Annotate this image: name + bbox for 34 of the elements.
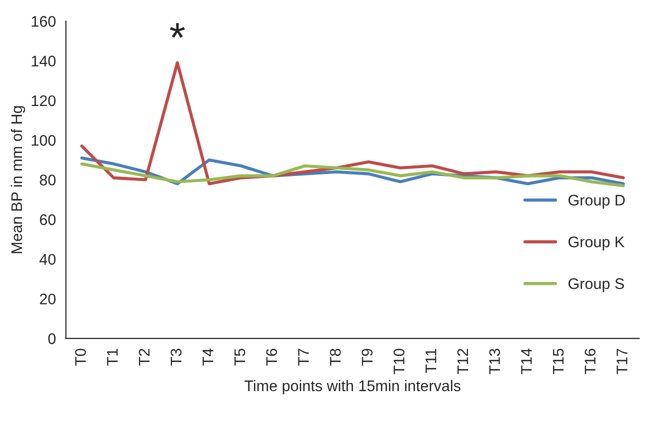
y-tick-label: 160 <box>32 16 56 27</box>
annotation: * <box>170 23 185 38</box>
y-tick-label: 60 <box>40 214 56 226</box>
y-tick-label: 80 <box>40 174 56 186</box>
x-tick-label: T8 <box>330 348 341 366</box>
y-tick-label: 100 <box>32 134 56 146</box>
x-tick-label: T10 <box>394 348 404 374</box>
x-tick-label: T6 <box>266 348 278 366</box>
x-tick-label: T16 <box>584 348 596 374</box>
y-tick-label: 20 <box>40 294 56 304</box>
x-tick-label: T4 <box>202 348 214 366</box>
x-tick-label: T14 <box>521 348 532 374</box>
x-tick-label: T11 <box>426 348 436 373</box>
line-series <box>80 162 625 188</box>
x-tick-label: T9 <box>362 348 373 366</box>
y-tick-label: 40 <box>40 254 56 265</box>
x-tick-label: T3 <box>170 348 182 366</box>
x-tick-label: T0 <box>75 348 86 366</box>
x-axis-title: Time points with 15min intervals <box>244 380 460 394</box>
x-tick-label: T5 <box>234 348 246 366</box>
legend-label: Group K <box>568 236 624 250</box>
x-tick-label: T17 <box>616 348 628 374</box>
x-tick-label: T1 <box>107 348 118 366</box>
x-tick-label: T12 <box>457 348 468 374</box>
legend-label: Group D <box>568 194 625 209</box>
x-tick-label: T15 <box>553 348 564 374</box>
x-tick-label: T2 <box>138 348 150 366</box>
y-tick-label: 120 <box>32 95 56 106</box>
y-tick-label: 140 <box>32 56 56 66</box>
y-axis-title: Mean BP in mm of Hg <box>10 106 26 254</box>
x-tick-label: T13 <box>489 348 500 374</box>
x-tick-label: T7 <box>298 348 309 366</box>
legend-label: Group S <box>568 278 624 292</box>
y-tick-label: 0 <box>48 333 56 344</box>
